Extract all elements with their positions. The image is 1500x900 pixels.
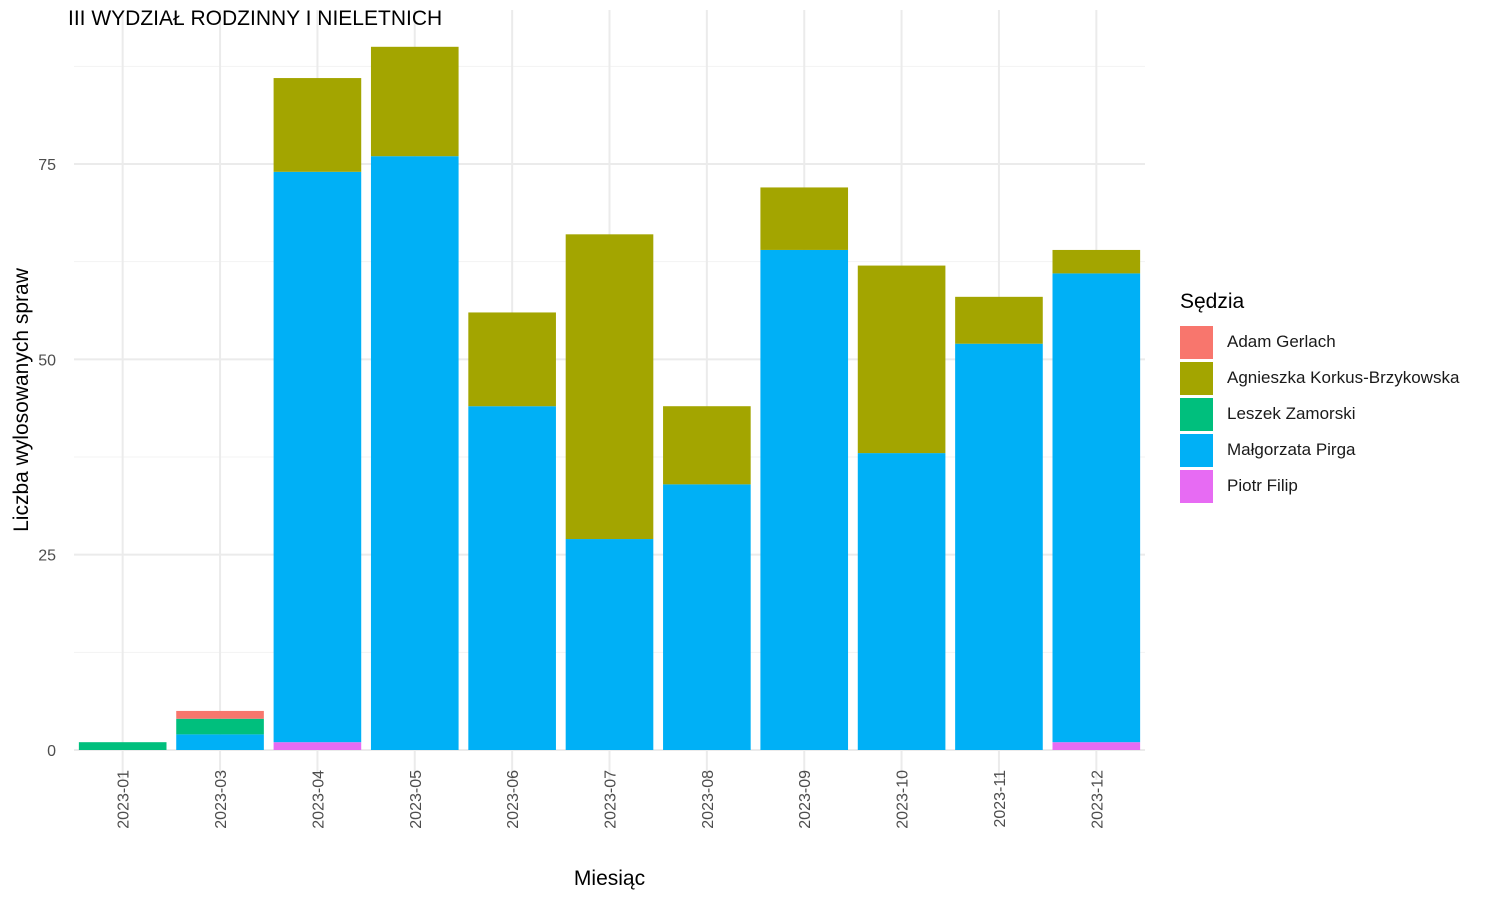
bar-segment: [760, 187, 849, 250]
legend-swatch: [1180, 397, 1213, 431]
y-tick-label: 50: [38, 352, 56, 369]
y-axis-title: Liczba wylosowanych spraw: [10, 267, 33, 532]
bar-segment: [78, 742, 167, 750]
bar-segment: [1052, 742, 1141, 750]
bar-segment: [176, 710, 264, 719]
legend-item-agnieszka-korkus-brzykowska: Agnieszka Korkus-Brzykowska: [1180, 360, 1459, 396]
y-tick-label: 75: [38, 157, 56, 174]
legend-item-malgorzata-pirga: Małgorzata Pirga: [1180, 432, 1459, 468]
x-axis-title: Miesiąc: [574, 867, 645, 890]
x-tick-label: 2023-07: [603, 770, 620, 829]
bar-segment: [176, 718, 264, 735]
legend: Sędzia Adam Gerlach Agnieszka Korkus-Brz…: [1180, 290, 1459, 504]
chart-title: III WYDZIAŁ RODZINNY I NIELETNICH: [68, 7, 443, 30]
bar-segment: [565, 234, 654, 540]
bar-segment: [370, 46, 459, 157]
legend-title: Sędzia: [1180, 290, 1245, 313]
x-tick-label: 2023-01: [116, 770, 133, 829]
x-tick-label: 2023-05: [408, 770, 425, 829]
legend-swatch: [1180, 325, 1213, 359]
legend-item-piotr-filip: Piotr Filip: [1180, 468, 1459, 504]
bar-segment: [273, 742, 362, 750]
x-tick-label: 2023-11: [992, 770, 1009, 828]
y-tick-label: 25: [38, 548, 56, 565]
bar-segment: [955, 343, 1043, 750]
legend-item-leszek-zamorski: Leszek Zamorski: [1180, 396, 1459, 432]
bar-segment: [955, 296, 1043, 344]
bar-segment: [857, 265, 946, 454]
bar-segment: [1052, 273, 1141, 743]
bar-segment: [468, 406, 556, 750]
x-tick-label: 2023-06: [505, 770, 522, 829]
bar-segment: [663, 484, 751, 750]
bar-segment: [663, 406, 751, 485]
legend-item-adam-gerlach: Adam Gerlach: [1180, 324, 1459, 360]
bar-segment: [1052, 249, 1141, 274]
bar-segment: [370, 156, 459, 751]
legend-label: Agnieszka Korkus-Brzykowska: [1227, 368, 1460, 387]
legend-swatch: [1180, 469, 1213, 503]
x-tick-label: 2023-09: [797, 770, 814, 829]
bar-segment: [565, 539, 654, 750]
legend-swatch: [1180, 361, 1213, 395]
x-tick-label: 2023-03: [213, 770, 230, 829]
x-tick-label: 2023-08: [700, 770, 717, 829]
x-tick-label: 2023-12: [1089, 770, 1106, 829]
bar-segment: [273, 78, 362, 172]
legend-swatch: [1180, 433, 1213, 467]
legend-label: Leszek Zamorski: [1227, 404, 1356, 423]
y-tick-label: 0: [47, 743, 56, 760]
x-tick-label: 2023-04: [310, 770, 327, 829]
bar-segment: [176, 734, 264, 750]
bar-segment: [468, 312, 556, 407]
bar-segment: [273, 171, 362, 743]
x-tick-label: 2023-10: [895, 770, 912, 829]
legend-label: Piotr Filip: [1227, 476, 1298, 495]
bar-segment: [857, 453, 946, 750]
legend-label: Adam Gerlach: [1227, 332, 1336, 351]
bar-segment: [760, 249, 849, 751]
legend-label: Małgorzata Pirga: [1227, 440, 1356, 459]
